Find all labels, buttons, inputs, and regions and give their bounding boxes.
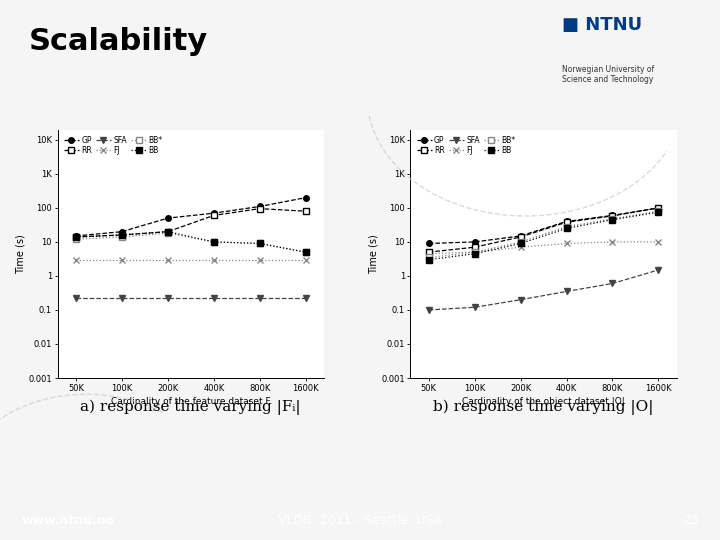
BB*	[608, 215, 617, 222]
RR	[654, 205, 662, 211]
Text: ■ NTNU: ■ NTNU	[562, 16, 642, 34]
GP	[470, 239, 479, 245]
RR	[516, 234, 525, 240]
Line: SFA: SFA	[73, 295, 308, 301]
SFA	[425, 307, 433, 313]
FJ	[301, 256, 310, 263]
Line: GP: GP	[426, 205, 661, 246]
SFA	[470, 304, 479, 310]
Text: b) response time varying |O|: b) response time varying |O|	[433, 400, 654, 415]
SFA	[516, 296, 525, 303]
Legend: GP, RR, SFA, FJ, BB*, BB: GP, RR, SFA, FJ, BB*, BB	[61, 133, 165, 157]
SFA	[654, 267, 662, 273]
BB	[163, 228, 172, 235]
Line: BB*: BB*	[426, 208, 661, 260]
SFA	[562, 288, 571, 295]
Line: FJ: FJ	[73, 256, 309, 263]
SFA	[117, 295, 126, 301]
Line: SFA: SFA	[426, 267, 661, 313]
BB	[256, 240, 264, 247]
FJ	[516, 244, 525, 251]
BB*	[301, 249, 310, 255]
BB*	[654, 208, 662, 214]
Y-axis label: Time (s): Time (s)	[16, 234, 26, 274]
X-axis label: Cardinality of the feature dataset F: Cardinality of the feature dataset F	[111, 397, 271, 406]
Y-axis label: Time (s): Time (s)	[369, 234, 379, 274]
BB	[72, 234, 81, 240]
RR	[470, 244, 479, 251]
Line: FJ: FJ	[426, 239, 662, 257]
BB*	[117, 234, 126, 240]
Text: Norwegian University of
Science and Technology: Norwegian University of Science and Tech…	[562, 65, 654, 84]
BB*	[425, 254, 433, 261]
BB	[425, 256, 433, 263]
Line: BB*: BB*	[73, 231, 308, 255]
FJ	[72, 256, 81, 263]
GP	[256, 203, 264, 210]
Line: RR: RR	[426, 205, 661, 255]
SFA	[301, 295, 310, 301]
GP	[210, 210, 218, 217]
BB	[608, 217, 617, 223]
SFA	[72, 295, 81, 301]
SFA	[256, 295, 264, 301]
RR	[117, 232, 126, 238]
Line: RR: RR	[73, 206, 308, 240]
GP	[301, 194, 310, 201]
BB*	[72, 236, 81, 242]
RR	[256, 205, 264, 212]
FJ	[654, 239, 662, 245]
GP	[654, 205, 662, 211]
FJ	[210, 256, 218, 263]
RR	[301, 208, 310, 214]
BB*	[163, 230, 172, 237]
FJ	[608, 239, 617, 245]
GP	[516, 233, 525, 239]
Text: 23: 23	[683, 514, 698, 527]
Line: GP: GP	[73, 195, 308, 239]
BB	[562, 225, 571, 232]
FJ	[117, 256, 126, 263]
GP	[163, 215, 172, 221]
SFA	[210, 295, 218, 301]
FJ	[163, 256, 172, 263]
BB	[470, 251, 479, 257]
Text: www.ntnu.no: www.ntnu.no	[22, 514, 114, 527]
Text: a) response time varying |Fᵢ|: a) response time varying |Fᵢ|	[81, 400, 301, 415]
BB*	[562, 224, 571, 230]
RR	[425, 249, 433, 255]
GP	[117, 228, 126, 235]
RR	[163, 228, 172, 235]
BB*	[210, 239, 218, 245]
FJ	[256, 256, 264, 263]
Line: BB: BB	[426, 210, 661, 262]
BB	[301, 249, 310, 255]
Text: Scalability: Scalability	[29, 27, 208, 56]
SFA	[608, 280, 617, 287]
RR	[210, 212, 218, 219]
BB*	[470, 249, 479, 255]
BB	[210, 239, 218, 245]
BB	[654, 209, 662, 215]
RR	[72, 234, 81, 240]
FJ	[470, 249, 479, 255]
Text: VLDB’ 2011 - Seattle, USA: VLDB’ 2011 - Seattle, USA	[278, 514, 442, 527]
Legend: GP, RR, SFA, FJ, BB*, BB: GP, RR, SFA, FJ, BB*, BB	[414, 133, 518, 157]
BB*	[516, 239, 525, 245]
BB*	[256, 240, 264, 247]
Line: BB: BB	[73, 229, 308, 255]
GP	[425, 240, 433, 247]
BB	[117, 232, 126, 238]
GP	[608, 212, 617, 219]
GP	[72, 233, 81, 239]
BB	[516, 240, 525, 247]
SFA	[163, 295, 172, 301]
RR	[562, 219, 571, 225]
FJ	[425, 251, 433, 257]
GP	[562, 218, 571, 225]
FJ	[562, 240, 571, 247]
RR	[608, 213, 617, 219]
X-axis label: Cardinality of the object dataset |O|: Cardinality of the object dataset |O|	[462, 397, 625, 406]
